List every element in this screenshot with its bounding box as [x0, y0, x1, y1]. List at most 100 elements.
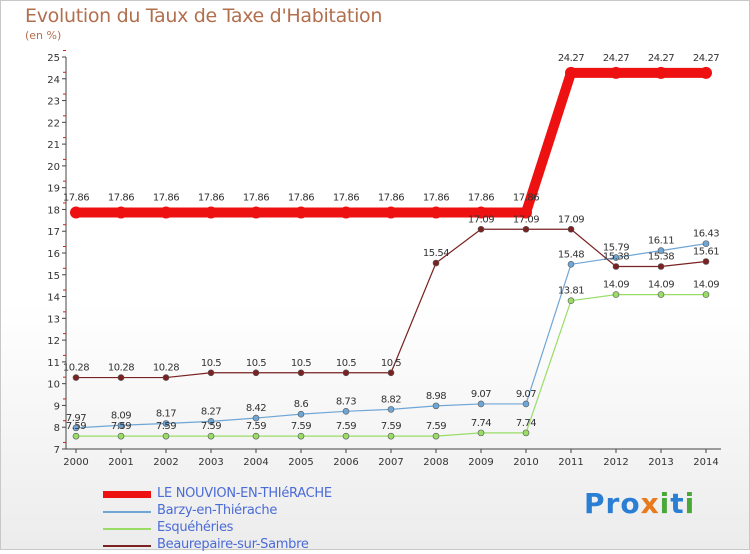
data-point — [612, 291, 620, 298]
y-tick-label: 20 — [47, 162, 60, 173]
y-tick-label: 19 — [47, 184, 60, 195]
data-point — [297, 432, 305, 440]
data-point — [252, 414, 260, 422]
data-label: 17.86 — [513, 192, 539, 203]
data-label: 7.59 — [156, 421, 176, 432]
data-label: 17.86 — [243, 192, 269, 203]
y-tick-label: 18 — [47, 205, 60, 216]
data-point — [250, 206, 262, 219]
data-label: 10.5 — [381, 358, 401, 369]
data-label: 10.28 — [63, 363, 89, 374]
data-point — [72, 424, 80, 432]
x-tick-label: 2005 — [288, 457, 313, 468]
y-tick-label: 7 — [54, 445, 60, 456]
x-tick-label: 2009 — [468, 457, 493, 468]
legend-swatch — [103, 511, 151, 513]
data-point — [432, 402, 440, 410]
data-point — [477, 225, 485, 233]
data-label: 8.09 — [111, 410, 131, 421]
data-point — [207, 432, 215, 440]
logo-letter: r — [605, 487, 621, 520]
data-point — [567, 261, 575, 268]
data-label: 8.6 — [294, 399, 309, 410]
x-tick-label: 2001 — [108, 457, 133, 468]
data-point — [432, 432, 440, 440]
data-point — [72, 432, 80, 440]
data-point — [520, 206, 532, 219]
data-point — [432, 259, 440, 267]
data-label: 17.09 — [468, 214, 494, 225]
y-tick-label: 15 — [47, 271, 60, 282]
data-label: 24.27 — [648, 53, 674, 64]
data-point — [567, 225, 575, 233]
data-label: 16.43 — [693, 229, 719, 240]
data-point — [297, 410, 305, 418]
y-tick-label: 13 — [47, 314, 60, 325]
data-label: 7.59 — [381, 421, 401, 432]
data-label: 10.5 — [201, 358, 221, 369]
data-label: 17.86 — [153, 192, 179, 203]
proxiti-logo: Proxiti — [584, 487, 695, 520]
data-point — [385, 206, 397, 219]
y-tick-label: 14 — [47, 293, 60, 304]
x-tick-label: 2000 — [63, 457, 88, 468]
x-tick-label: 2004 — [243, 457, 268, 468]
data-label: 16.11 — [648, 236, 674, 247]
data-label: 8.73 — [336, 396, 356, 407]
data-label: 9.07 — [516, 389, 536, 400]
data-point — [207, 418, 215, 425]
y-tick-label: 9 — [54, 401, 60, 412]
y-tick-label: 25 — [47, 53, 60, 64]
data-point — [115, 206, 127, 219]
data-label: 17.86 — [468, 192, 494, 203]
logo-letter: o — [620, 487, 641, 520]
data-label: 15.38 — [648, 252, 674, 263]
data-label: 7.59 — [246, 421, 266, 432]
data-label: 17.09 — [558, 214, 584, 225]
data-point — [72, 374, 80, 381]
logo-letter: i — [684, 487, 696, 520]
data-label: 7.59 — [201, 421, 221, 432]
data-label: 7.74 — [516, 418, 536, 429]
logo-letter: t — [670, 487, 685, 520]
data-label: 10.5 — [291, 358, 311, 369]
y-tick-label: 10 — [47, 380, 60, 391]
data-label: 8.42 — [246, 403, 266, 414]
logo-letter: i — [659, 487, 671, 520]
data-label: 14.09 — [603, 280, 629, 291]
data-point — [252, 369, 260, 377]
data-point — [522, 429, 530, 437]
data-label: 10.28 — [108, 363, 134, 374]
x-tick-label: 2002 — [153, 457, 178, 468]
legend-label: Esquéhéries — [157, 520, 234, 535]
data-point — [160, 206, 172, 219]
data-point — [117, 374, 125, 381]
data-label: 15.38 — [603, 252, 629, 263]
data-point — [295, 206, 307, 219]
data-point — [162, 420, 170, 427]
x-tick-label: 2007 — [378, 457, 403, 468]
data-point — [342, 369, 350, 377]
data-point — [700, 66, 712, 79]
data-point — [475, 206, 487, 219]
y-tick-label: 8 — [54, 423, 60, 434]
data-point — [610, 66, 622, 79]
data-point — [430, 206, 442, 219]
legend-label: Beaurepaire-sur-Sambre — [157, 537, 309, 552]
legend-swatch — [103, 528, 151, 530]
x-tick-label: 2012 — [603, 457, 628, 468]
data-label: 17.86 — [288, 192, 314, 203]
data-point — [162, 432, 170, 440]
y-tick-label: 11 — [47, 358, 60, 369]
chart-title: Evolution du Taux de Taxe d'Habitation — [25, 5, 383, 27]
data-point — [162, 374, 170, 381]
data-label: 7.74 — [471, 418, 491, 429]
data-label: 17.86 — [333, 192, 359, 203]
y-tick-label: 24 — [47, 75, 60, 86]
data-point — [340, 206, 352, 219]
data-point — [567, 297, 575, 304]
data-point — [522, 225, 530, 233]
logo-letter: x — [640, 487, 660, 520]
data-label: 8.98 — [426, 391, 446, 402]
